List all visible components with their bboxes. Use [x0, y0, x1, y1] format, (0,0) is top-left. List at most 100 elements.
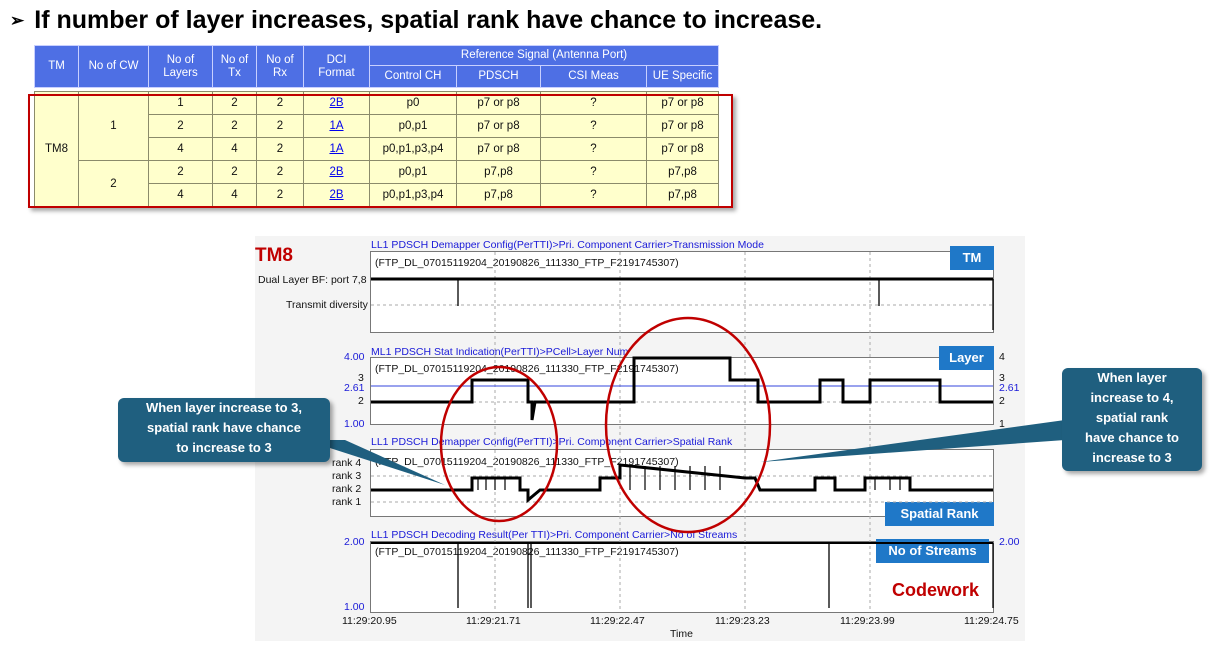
- callout-left-line: When layer increase to 3,: [145, 400, 303, 415]
- streams-ytop: 2.00: [344, 536, 365, 548]
- header-no-of-rx: No of Rx: [256, 45, 304, 88]
- callout-right-pointer: [760, 420, 1065, 462]
- cell-layers: 2: [148, 114, 213, 138]
- rank-y3: rank 3: [332, 470, 362, 482]
- tm-panel-title: LL1 PDSCH Demapper Config(PerTTI)>Pri. C…: [371, 239, 764, 251]
- layer-tag: Layer: [939, 346, 994, 370]
- header-no-of-layers: No of Layers: [148, 45, 213, 88]
- layer-ytop: 4.00: [344, 351, 365, 363]
- x-tick: 11:29:20.95: [342, 615, 397, 627]
- tm8-label: TM8: [255, 245, 293, 266]
- highlight-ellipse-left: [439, 365, 559, 523]
- dci-link[interactable]: 1A: [303, 137, 370, 161]
- cell-csi: ?: [540, 160, 647, 184]
- streams-panel-title: LL1 PDSCH Decoding Result(Per TTI)>Pri. …: [371, 529, 738, 541]
- rank-y2: rank 2: [332, 483, 362, 495]
- file-label: (FTP_DL_07015119204_20190826_111330_FTP_…: [375, 257, 679, 269]
- callout-left-pointer: [305, 440, 445, 485]
- table-row: 2 2 2 1A p0,p1 p7 or p8 ? p7 or p8: [35, 114, 719, 138]
- highlight-ellipse-right: [604, 316, 772, 534]
- cell-csi: ?: [540, 114, 647, 138]
- cell-control: p0,p1,p3,p4: [369, 137, 457, 161]
- header-csi-meas: CSI Meas: [540, 65, 647, 88]
- streams-drops: [457, 543, 994, 608]
- callout-left: When layer increase to 3, spatial rank h…: [118, 398, 330, 462]
- cell-ue: p7,p8: [646, 160, 719, 184]
- cell-ue: p7 or p8: [646, 114, 719, 138]
- layer-y3: 3: [358, 372, 364, 384]
- cell-cw: 1: [78, 91, 149, 161]
- cell-rx: 2: [256, 137, 304, 161]
- table-row: 4 4 2 1A p0,p1,p3,p4 p7 or p8 ? p7 or p8: [35, 137, 719, 161]
- file-label: (FTP_DL_07015119204_20190826_111330_FTP_…: [375, 546, 679, 558]
- header-tm: TM: [34, 45, 79, 88]
- callout-right-line: spatial rank: [1095, 410, 1169, 425]
- dci-link[interactable]: 2B: [303, 183, 370, 207]
- tm-tag: TM: [950, 246, 994, 270]
- callout-right-line: increase to 3: [1092, 450, 1172, 465]
- header-control-ch: Control CH: [369, 65, 457, 88]
- callout-left-line: spatial rank have chance: [147, 420, 301, 435]
- dci-link[interactable]: 2B: [303, 160, 370, 184]
- header-dci-format: DCI Format: [303, 45, 370, 88]
- callout-right-line: When layer: [1097, 370, 1167, 385]
- cell-pdsch: p7,p8: [456, 160, 541, 184]
- x-tick: 11:29:24.75: [964, 615, 1019, 627]
- rank-trace: [371, 463, 993, 504]
- layer-trace: [371, 356, 993, 421]
- rank-ticks: [477, 466, 901, 490]
- spatial-rank-tag: Spatial Rank: [885, 502, 994, 526]
- table-row: 2 2 2 2 2B p0,p1 p7,p8 ? p7,p8: [35, 160, 719, 207]
- highlight-box: [28, 94, 733, 208]
- cell-ue: p7,p8: [646, 183, 719, 207]
- x-tick: 11:29:22.47: [590, 615, 645, 627]
- x-axis-label: Time: [670, 628, 693, 640]
- cell-tm: TM8: [34, 91, 79, 207]
- cell-pdsch: p7,p8: [456, 183, 541, 207]
- header-no-of-cw: No of CW: [78, 45, 149, 88]
- codework-label: Codework: [892, 580, 980, 600]
- file-label: (FTP_DL_07015119204_20190826_111330_FTP_…: [375, 456, 679, 468]
- header-reference-signal: Reference Signal (Antenna Port): [369, 45, 719, 66]
- cell-layers: 4: [148, 183, 213, 207]
- tm-ylabel-txdiv: Transmit diversity: [286, 299, 368, 311]
- slide-headline: ➢ If number of layer increases, spatial …: [10, 6, 822, 35]
- cell-tx: 2: [212, 160, 257, 184]
- dci-link[interactable]: 1A: [303, 114, 370, 138]
- layer-ymean: 2.61: [344, 382, 365, 394]
- layer-r3: 3: [999, 372, 1005, 384]
- x-tick: 11:29:23.99: [840, 615, 895, 627]
- grid-lines: [371, 252, 993, 612]
- x-tick: 11:29:21.71: [466, 615, 521, 627]
- file-label: (FTP_DL_07015119204_20190826_111330_FTP_…: [375, 363, 679, 375]
- header-pdsch: PDSCH: [456, 65, 541, 88]
- rank-panel-title: LL1 PDSCH Demapper Config(PerTTI)>Pri. C…: [371, 436, 733, 448]
- callout-right: When layer increase to 4, spatial rank h…: [1062, 368, 1202, 471]
- callout-right-line: have chance to: [1085, 430, 1179, 445]
- arrow-bullet-icon: ➢: [10, 10, 25, 30]
- cell-control: p0,p1: [369, 114, 457, 138]
- rank-y4: rank 4: [332, 457, 362, 469]
- cell-pdsch: p7 or p8: [456, 137, 541, 161]
- layer-r2: 2: [999, 395, 1005, 407]
- cell-tx: 4: [212, 137, 257, 161]
- cell-pdsch: p7 or p8: [456, 114, 541, 138]
- rank-y1: rank 1: [332, 496, 362, 508]
- table-row: 4 4 2 2B p0,p1,p3,p4 p7,p8 ? p7,p8: [35, 183, 719, 207]
- layer-rmean: 2.61: [999, 382, 1020, 394]
- layer-panel: [370, 357, 994, 425]
- cell-tx: 2: [212, 114, 257, 138]
- layer-r1: 1: [999, 418, 1005, 430]
- tm-ylabel-dual: Dual Layer BF: port 7,8: [258, 274, 367, 286]
- cell-control: p0,p1,p3,p4: [369, 183, 457, 207]
- cell-rx: 2: [256, 183, 304, 207]
- x-tick: 11:29:23.23: [715, 615, 770, 627]
- cell-layers: 2: [148, 160, 213, 184]
- cell-cw: 2: [78, 160, 149, 207]
- cell-csi: ?: [540, 137, 647, 161]
- callout-left-line: to increase to 3: [176, 440, 272, 455]
- streams-rtop: 2.00: [999, 536, 1020, 548]
- streams-ybot: 1.00: [344, 601, 365, 613]
- headline-text: If number of layer increases, spatial ra…: [34, 6, 823, 34]
